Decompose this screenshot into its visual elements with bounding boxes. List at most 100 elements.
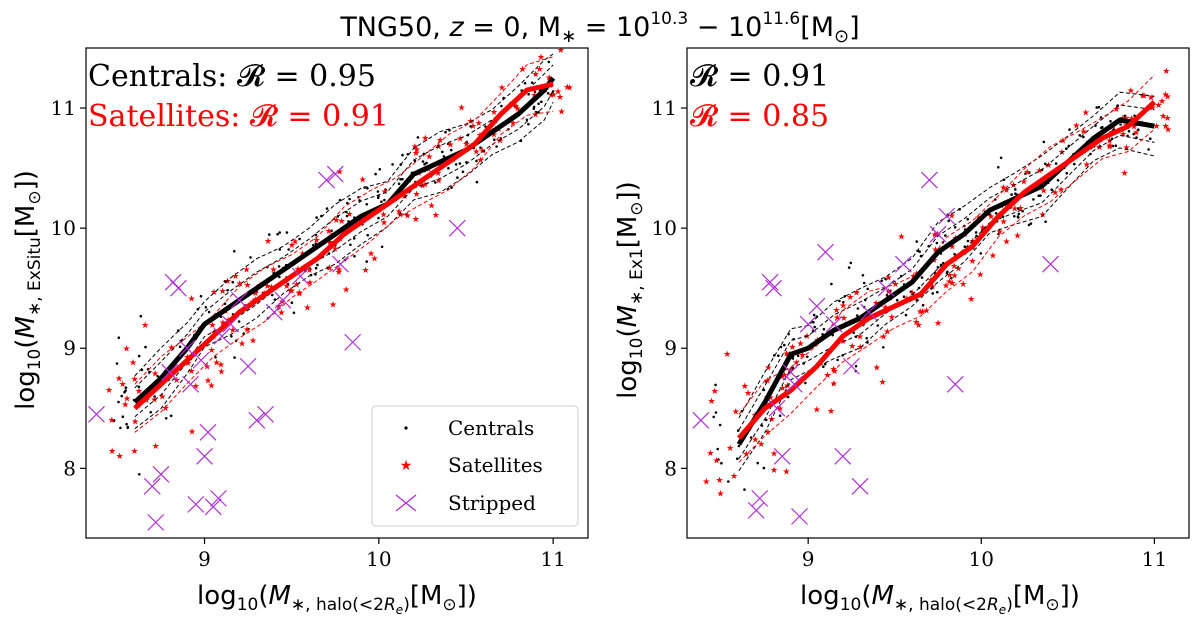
central-point — [714, 383, 717, 387]
satellite-point: ★ — [456, 134, 464, 144]
satellite-point: ★ — [242, 265, 250, 275]
satellite-point: ★ — [512, 102, 520, 112]
satellite-point: ★ — [204, 377, 212, 387]
stripped-marker — [825, 315, 843, 333]
satellite-point: ★ — [766, 393, 774, 403]
central-point — [855, 314, 859, 317]
satellite-point: ★ — [469, 122, 477, 132]
satellite-point: ★ — [306, 279, 314, 289]
central-point — [904, 313, 908, 317]
satellite-point: ★ — [792, 359, 800, 369]
central-point — [830, 282, 833, 286]
satellites-lower-band — [738, 128, 1155, 463]
satellite-point: ★ — [885, 274, 893, 284]
satellite-point: ★ — [1020, 177, 1028, 187]
satellite-point: ★ — [780, 371, 788, 381]
central-point — [405, 213, 408, 216]
central-point — [458, 162, 462, 165]
central-point — [242, 332, 245, 336]
central-point — [117, 400, 120, 404]
left-ylabel: log10(M∗, ExSitu[M⊙]) — [11, 170, 45, 410]
satellite-point: ★ — [1112, 105, 1120, 115]
satellite-point: ★ — [332, 216, 340, 226]
satellite-point: ★ — [827, 407, 835, 417]
legend-stripped-marker — [395, 494, 417, 512]
central-point — [273, 298, 277, 301]
central-point — [413, 159, 417, 163]
satellite-point: ★ — [446, 140, 454, 150]
central-point — [866, 287, 869, 291]
satellite-point: ★ — [396, 211, 404, 221]
satellite-point: ★ — [770, 450, 778, 460]
satellite-point: ★ — [509, 119, 517, 129]
satellite-point: ★ — [187, 367, 195, 377]
central-point — [979, 252, 983, 255]
central-point — [847, 266, 851, 269]
satellite-point: ★ — [1140, 92, 1148, 102]
right-ylabel: log10(M∗, Ex1[M⊙]) — [613, 181, 647, 399]
satellite-point: ★ — [782, 468, 790, 478]
y-tick-label: 11 — [51, 96, 76, 120]
left-xlabel: log10(M∗, halo(<2Re)[M⊙]) — [197, 581, 477, 617]
central-point — [1044, 220, 1047, 223]
central-point — [936, 290, 939, 294]
satellite-point: ★ — [959, 280, 967, 290]
central-point — [537, 110, 540, 114]
satellite-point: ★ — [776, 405, 784, 415]
satellite-point: ★ — [1059, 136, 1067, 146]
stripped-marker — [808, 297, 826, 315]
satellite-point: ★ — [823, 371, 831, 381]
right-xlabel: log10(M∗, halo(<2Re)[M⊙]) — [800, 581, 1080, 617]
central-point — [909, 290, 913, 294]
satellite-point: ★ — [950, 271, 958, 281]
satellite-point: ★ — [263, 282, 271, 292]
stripped-marker — [274, 291, 292, 309]
central-point — [720, 461, 723, 465]
central-point — [895, 298, 899, 302]
central-point — [714, 411, 718, 414]
central-point — [778, 414, 782, 418]
satellite-point: ★ — [764, 364, 772, 374]
satellite-point: ★ — [923, 307, 931, 317]
centrals-lower-band — [134, 90, 554, 418]
central-point — [946, 270, 949, 274]
plot-area: ★★★★★★★★★★★★★★★★★★★★★★★★★★★★★★★★★★★★★★★★… — [88, 48, 574, 531]
satellite-point: ★ — [830, 365, 838, 375]
satellite-point: ★ — [277, 308, 285, 318]
central-point — [716, 447, 719, 451]
central-point — [415, 148, 419, 152]
satellite-point: ★ — [123, 345, 131, 355]
centrals-median-line — [133, 76, 556, 405]
right-centrals-annotation: 𝓡 = 0.91 — [690, 59, 829, 94]
stripped-marker — [147, 513, 165, 531]
satellite-point: ★ — [813, 406, 821, 416]
satellite-point: ★ — [219, 318, 227, 328]
satellite-point: ★ — [1044, 161, 1052, 171]
central-point — [718, 423, 722, 427]
satellite-point: ★ — [380, 219, 388, 229]
satellite-point: ★ — [797, 339, 805, 349]
central-point — [1114, 144, 1118, 147]
central-point — [124, 386, 128, 390]
stripped-marker — [187, 495, 205, 513]
central-point — [499, 137, 503, 140]
central-point — [865, 336, 868, 340]
central-point — [1021, 209, 1024, 213]
central-point — [1101, 125, 1104, 129]
central-point — [214, 355, 217, 359]
centrals-lower-outer-band — [134, 101, 554, 430]
satellite-point: ★ — [1095, 143, 1103, 153]
central-point — [806, 355, 809, 359]
satellite-point: ★ — [1132, 129, 1140, 139]
satellite-point: ★ — [403, 212, 411, 222]
stripped-marker — [318, 171, 335, 189]
central-point — [1013, 215, 1016, 218]
satellite-point: ★ — [435, 142, 443, 152]
central-point — [230, 335, 233, 338]
central-point — [233, 250, 236, 253]
central-point — [862, 281, 866, 285]
central-point — [278, 275, 281, 279]
satellite-point: ★ — [531, 111, 539, 121]
central-point — [533, 90, 537, 94]
satellite-point: ★ — [1154, 101, 1162, 111]
